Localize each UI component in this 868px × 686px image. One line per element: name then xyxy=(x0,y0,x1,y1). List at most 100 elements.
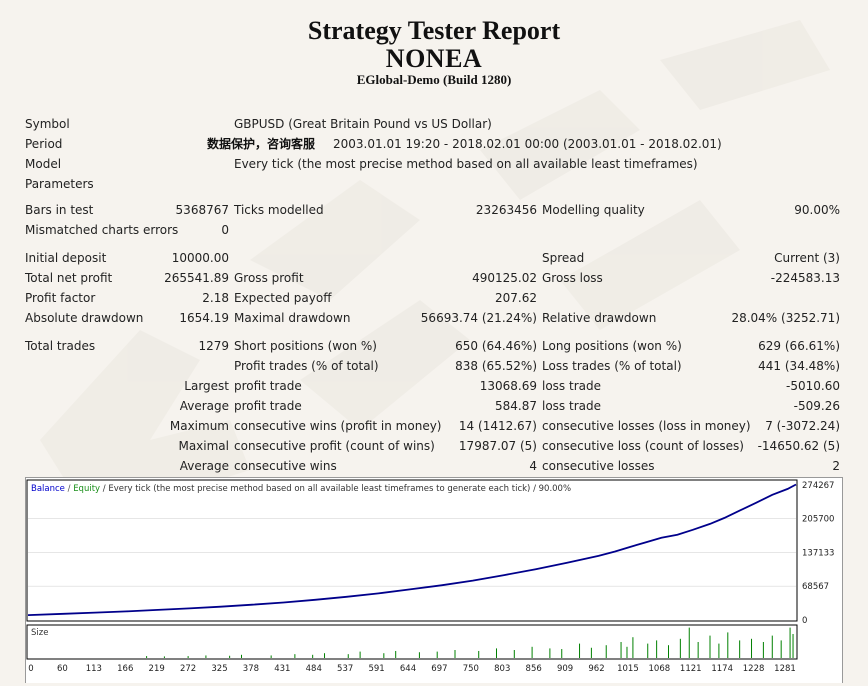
maxloss-label: consecutive loss (count of losses) xyxy=(542,439,744,453)
maxwins-label: consecutive wins (profit in money) xyxy=(234,419,442,433)
mismatch-label: Mismatched charts errors xyxy=(25,223,179,237)
avglosses-value: 2 xyxy=(832,459,840,473)
legend-balance: Balance xyxy=(31,484,65,494)
x-axis-labels: 0 60 113 166 219 272 325 378 431 484 537 591 644 697 7… xyxy=(28,664,796,674)
x-tick-label: 325 xyxy=(211,664,227,674)
x-tick-label: 644 xyxy=(400,664,416,674)
avgwins-label: consecutive wins xyxy=(234,459,337,473)
model-value: Every tick (the most precise method base… xyxy=(234,157,698,171)
x-tick-label: 1174 xyxy=(711,664,733,674)
largest-loss-label: loss trade xyxy=(542,379,601,393)
deposit-label: Initial deposit xyxy=(25,251,107,265)
y-tick-label: 205700 xyxy=(802,515,834,525)
payoff-value: 207.62 xyxy=(495,291,537,305)
pf-label: Profit factor xyxy=(25,291,96,305)
maxdd-label: Maximal drawdown xyxy=(234,311,351,325)
largest-label: Largest xyxy=(184,379,229,393)
x-tick-label: 0 xyxy=(28,664,33,674)
period-value: 2003.01.01 19:20 - 2018.02.01 00:00 (200… xyxy=(333,137,722,151)
maximal-label: Maximal xyxy=(178,439,229,453)
x-tick-label: 219 xyxy=(149,664,165,674)
reldd-label: Relative drawdown xyxy=(542,311,657,325)
x-tick-label: 166 xyxy=(117,664,133,674)
balance-chart: Balance / Equity / Every tick (the most … xyxy=(25,477,843,683)
avgc-label: Average xyxy=(179,459,229,473)
maxloss-value: -14650.62 (5) xyxy=(757,439,840,453)
largest-profit-label: profit trade xyxy=(234,379,302,393)
legend-separator: / xyxy=(65,484,73,494)
netprofit-value: 265541.89 xyxy=(164,271,229,285)
grossprofit-value: 490125.02 xyxy=(472,271,537,285)
long-value: 629 (66.61%) xyxy=(758,339,840,353)
x-tick-label: 803 xyxy=(494,664,510,674)
trades-value: 1279 xyxy=(198,339,229,353)
avgwins-value: 4 xyxy=(529,459,537,473)
reldd-value: 28.04% (3252.71) xyxy=(731,311,840,325)
y-tick-label: 0 xyxy=(802,616,807,626)
long-label: Long positions (won %) xyxy=(542,339,682,353)
quality-label: Modelling quality xyxy=(542,203,645,217)
short-value: 650 (64.46%) xyxy=(455,339,537,353)
bars-label: Bars in test xyxy=(25,203,94,217)
x-tick-label: 591 xyxy=(368,664,384,674)
model-label: Model xyxy=(25,157,62,171)
bars-value: 5368767 xyxy=(175,203,229,217)
chart-legend: Balance / Equity / Every tick (the most … xyxy=(31,484,571,494)
y-tick-label: 137133 xyxy=(802,548,834,558)
average-label: Average xyxy=(179,399,229,413)
parameters-label: Parameters xyxy=(25,177,94,191)
average-profit-label: profit trade xyxy=(234,399,302,413)
x-tick-label: 431 xyxy=(274,664,290,674)
mismatch-value: 0 xyxy=(221,223,229,237)
x-tick-label: 1228 xyxy=(743,664,765,674)
x-tick-label: 750 xyxy=(463,664,479,674)
x-tick-label: 378 xyxy=(243,664,259,674)
maxlosses-value: 7 (-3072.24) xyxy=(765,419,840,433)
x-tick-label: 909 xyxy=(557,664,573,674)
average-profit-value: 584.87 xyxy=(495,399,537,413)
volume-label: Size xyxy=(31,628,48,638)
x-tick-label: 856 xyxy=(526,664,542,674)
pf-value: 2.18 xyxy=(202,291,229,305)
expert-name: NONEA xyxy=(385,44,483,73)
server-build: EGlobal-Demo (Build 1280) xyxy=(356,72,512,87)
x-tick-label: 1121 xyxy=(680,664,702,674)
spread-value: Current (3) xyxy=(774,251,840,265)
profittrades-value: 838 (65.52%) xyxy=(455,359,537,373)
trades-label: Total trades xyxy=(25,339,96,353)
absdd-value: 1654.19 xyxy=(179,311,229,325)
losstrades-value: 441 (34.48%) xyxy=(758,359,840,373)
x-tick-label: 1281 xyxy=(774,664,796,674)
y-axis-labels: 274267 205700 137133 68567 0 xyxy=(802,481,834,626)
symbol-label: Symbol xyxy=(25,117,70,131)
maxprofit-value: 17987.07 (5) xyxy=(458,439,537,453)
maxdd-value: 56693.74 (21.24%) xyxy=(420,311,537,325)
short-label: Short positions (won %) xyxy=(234,339,377,353)
losstrades-label: Loss trades (% of total) xyxy=(542,359,682,373)
report-title: Strategy Tester Report xyxy=(307,16,561,45)
ticks-value: 23263456 xyxy=(475,203,537,217)
avglosses-label: consecutive losses xyxy=(542,459,655,473)
grossloss-value: -224583.13 xyxy=(770,271,840,285)
symbol-value: GBPUSD (Great Britain Pound vs US Dollar… xyxy=(234,117,492,131)
x-tick-label: 537 xyxy=(337,664,353,674)
spread-label: Spread xyxy=(542,251,585,265)
ticks-label: Ticks modelled xyxy=(234,203,324,217)
payoff-label: Expected payoff xyxy=(234,291,332,305)
main-plot-frame xyxy=(26,479,798,622)
largest-loss-value: -5010.60 xyxy=(786,379,840,393)
profittrades-label: Profit trades (% of total) xyxy=(234,359,379,373)
largest-profit-value: 13068.69 xyxy=(479,379,537,393)
x-tick-label: 272 xyxy=(180,664,196,674)
netprofit-label: Total net profit xyxy=(25,271,113,285)
x-tick-label: 1015 xyxy=(617,664,639,674)
grossprofit-label: Gross profit xyxy=(234,271,304,285)
maxwins-value: 14 (1412.67) xyxy=(458,419,537,433)
volume-bars xyxy=(146,627,794,658)
x-tick-label: 962 xyxy=(588,664,604,674)
maximum-label: Maximum xyxy=(169,419,229,433)
x-tick-label: 1068 xyxy=(649,664,671,674)
period-label: Period xyxy=(25,137,63,151)
x-tick-label: 60 xyxy=(57,664,68,674)
x-tick-label: 113 xyxy=(86,664,102,674)
